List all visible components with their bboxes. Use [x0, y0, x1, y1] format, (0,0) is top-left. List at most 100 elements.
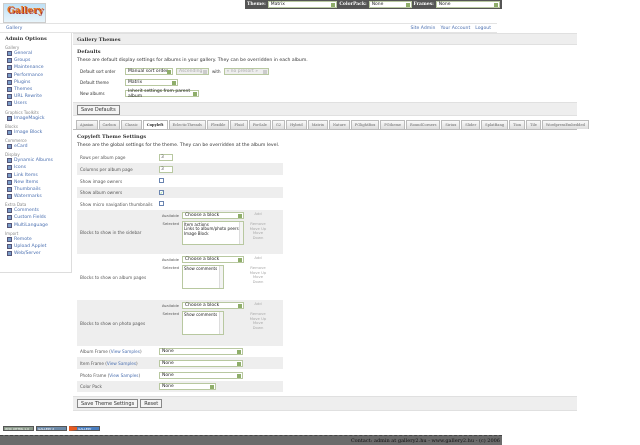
theme-select[interactable]: Matrix — [267, 1, 338, 8]
sidebar-selected-list[interactable]: Item actions Links to album/photo peers Im… — [182, 221, 244, 245]
sidebar-item-maintenance[interactable]: Maintenance — [5, 64, 66, 71]
reset-button[interactable]: Reset — [140, 399, 163, 408]
tab-tile[interactable]: Tile — [526, 120, 541, 129]
move-down-button[interactable]: Move Down — [252, 320, 264, 330]
tab-eclecticthreads[interactable]: EclecticThreads — [168, 120, 206, 129]
tab-copyleft[interactable]: Copyleft — [142, 120, 168, 129]
sidebar-item-dynamic-albums[interactable]: Dynamic Albums — [5, 157, 66, 164]
tab-tion[interactable]: Tion — [509, 120, 526, 129]
sidebar-item-link-items[interactable]: Link Items — [5, 171, 66, 178]
sidebar-item-custom-fields[interactable]: Custom Fields — [5, 214, 66, 221]
rows-input[interactable]: 3 — [159, 153, 173, 161]
remove-button[interactable]: Remove — [250, 265, 266, 271]
sort-order-select[interactable]: Manual sort order — [125, 68, 173, 75]
sidebar-item-icons[interactable]: Icons — [5, 164, 66, 171]
save-defaults-button[interactable]: Save Defaults — [77, 105, 120, 115]
logout-link[interactable]: Logout — [475, 25, 491, 31]
item-frame-samples-link[interactable]: View Samples — [106, 360, 137, 366]
frames-select[interactable]: None — [435, 1, 500, 8]
breadcrumb-gallery[interactable]: Gallery — [6, 25, 23, 31]
color-pack-select[interactable]: None — [159, 383, 216, 390]
xhtml-badge[interactable]: W3C XHTML 1.0 — [3, 426, 34, 431]
scrollbar[interactable] — [219, 312, 223, 334]
sidebar-item-remote[interactable]: Remote — [5, 236, 66, 243]
default-theme-select[interactable]: Matrix — [125, 79, 178, 86]
micro-nav-checkbox[interactable] — [159, 201, 164, 206]
save-theme-settings-button[interactable]: Save Theme Settings — [77, 399, 139, 408]
tab-g2[interactable]: G2 — [271, 120, 286, 129]
tab-carbon[interactable]: Carbon — [98, 120, 120, 129]
sidebar-item-themes[interactable]: Themes — [5, 86, 66, 93]
tab-matrix[interactable]: Matrix — [307, 120, 328, 129]
sidebar-item-plugins[interactable]: Plugins — [5, 79, 66, 86]
album-available-select[interactable]: Choose a block — [182, 256, 244, 263]
move-down-button[interactable]: Move Down — [252, 230, 264, 240]
item-frame-select[interactable]: None — [159, 359, 243, 367]
tab-flexible[interactable]: Flexible — [206, 120, 230, 129]
sidebar-item-upload-applet[interactable]: Upload Applet — [5, 243, 66, 250]
columns-input[interactable]: 3 — [159, 165, 173, 173]
sidebar-item-url-rewrite[interactable]: URL Rewrite — [5, 93, 66, 100]
selected-block-item[interactable]: Show comments — [184, 266, 218, 271]
remove-button[interactable]: Remove — [250, 221, 266, 227]
tab-nature[interactable]: Nature — [328, 120, 350, 129]
album-frame-select[interactable]: None — [159, 348, 243, 355]
selected-block-item[interactable]: Image Block — [184, 230, 209, 236]
sidebar-item-performance[interactable]: Performance — [5, 72, 66, 79]
your-account-link[interactable]: Your Account — [440, 25, 471, 31]
tab-pglightbox[interactable]: PGlightBox — [350, 120, 380, 129]
tab-wordpressembedded[interactable]: WordpressEmbedded — [541, 120, 589, 129]
sidebar-item-image-block[interactable]: Image Block — [5, 129, 66, 136]
sidebar-item-groups[interactable]: Groups — [5, 57, 66, 64]
tab-forsale[interactable]: ForSale — [248, 120, 271, 129]
tab-splatbang[interactable]: SplatBang — [481, 120, 509, 129]
gallery2-badge[interactable]: GALLERY 2 — [36, 426, 67, 431]
remove-button[interactable]: Remove — [250, 311, 266, 317]
move-up-button[interactable]: Move Up — [249, 225, 267, 231]
selected-block-item[interactable]: Item actions — [184, 222, 209, 227]
sidebar-item-ecard[interactable]: eCard — [5, 143, 66, 150]
album-selected-list[interactable]: Show comments — [182, 265, 224, 289]
site-admin-link[interactable]: Site Admin — [410, 25, 436, 31]
album-owners-checkbox[interactable]: ✓ — [159, 190, 164, 195]
photo-frame-samples-link[interactable]: View Samples — [109, 372, 139, 378]
colorpack-select[interactable]: None — [368, 1, 412, 8]
add-button[interactable]: Add — [254, 255, 262, 260]
presort-select[interactable]: « no presort » — [223, 68, 269, 75]
sidebar-item-thumbnails[interactable]: Thumbnails — [5, 186, 66, 193]
tab-pgtheme[interactable]: PGtheme — [380, 120, 405, 129]
sidebar-item-imagemagick[interactable]: ImageMagick — [5, 115, 66, 122]
add-button[interactable]: Add — [254, 301, 262, 306]
move-down-button[interactable]: Move Down — [252, 274, 264, 284]
sidebar-item-watermarks[interactable]: Watermarks — [5, 193, 66, 200]
selected-block-item[interactable]: Show comments — [184, 312, 218, 317]
gallery-badge[interactable]: GALLERY — [69, 426, 100, 431]
selected-block-item[interactable]: Links to album/photo peers — [184, 226, 239, 232]
photo-selected-list[interactable]: Show comments — [182, 311, 224, 335]
tab-hybrid[interactable]: Hybrid — [286, 120, 307, 129]
album-frame-samples-link[interactable]: View Samples — [110, 349, 140, 354]
scrollbar[interactable] — [219, 266, 223, 288]
gallery-logo[interactable]: Gallery — [3, 3, 46, 23]
move-up-button[interactable]: Move Up — [249, 315, 267, 321]
sort-direction-select[interactable]: Ascending — [176, 68, 209, 75]
photo-available-select[interactable]: Choose a block — [182, 302, 244, 309]
photo-frame-select[interactable]: None — [159, 371, 243, 379]
tab-roundcorners[interactable]: RoundCorners — [405, 120, 441, 129]
sidebar-item-general[interactable]: General — [5, 50, 66, 57]
tab-siriux[interactable]: Siriux — [441, 120, 461, 129]
sidebar-item-new-items[interactable]: New Items — [5, 179, 66, 186]
new-albums-select[interactable]: Inherit settings from parent album — [125, 89, 199, 99]
tab-fluid[interactable]: Fluid — [230, 120, 248, 129]
move-up-button[interactable]: Move Up — [249, 269, 267, 275]
sidebar-item-multilanguage[interactable]: MultiLanguage — [5, 222, 66, 229]
image-owners-checkbox[interactable] — [159, 178, 164, 183]
add-button[interactable]: Add — [254, 211, 262, 216]
sidebar-available-select[interactable]: Choose a block — [182, 212, 244, 219]
tab-ajaxian[interactable]: Ajaxian — [76, 120, 98, 129]
sidebar-item-web-server[interactable]: Web/Server — [5, 250, 66, 257]
sidebar-item-users[interactable]: Users — [5, 100, 66, 107]
tab-slider[interactable]: Slider — [461, 120, 481, 129]
scrollbar[interactable] — [239, 222, 243, 244]
tab-classic[interactable]: Classic — [120, 120, 142, 129]
